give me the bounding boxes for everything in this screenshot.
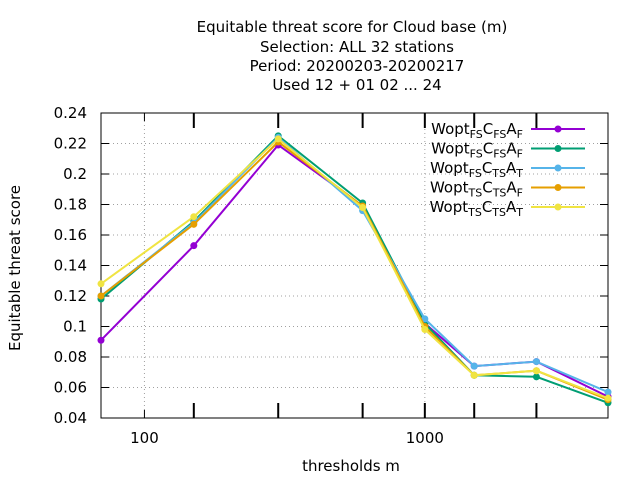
series-line bbox=[100, 137, 609, 400]
y-tick-label: 0.04 bbox=[54, 409, 87, 427]
legend-swatch-point bbox=[554, 164, 562, 172]
axis-ticks: 0.04 0.06 0.08 0.1 0.12 0.14 0.16 0.18 0.2 0.22 0.… bbox=[54, 104, 608, 447]
y-tick-label: 0.1 bbox=[63, 318, 87, 336]
data-point bbox=[532, 373, 540, 381]
data-point bbox=[97, 280, 105, 288]
data-point bbox=[604, 388, 612, 396]
legend-swatch-point bbox=[554, 125, 562, 133]
chart-title: Equitable threat score for Cloud base (m… bbox=[197, 18, 508, 94]
legend-swatch-point bbox=[554, 203, 562, 211]
legend-entry-3: WoptFSCTSAT bbox=[430, 159, 585, 180]
data-point bbox=[421, 315, 429, 323]
data-point bbox=[421, 326, 429, 334]
data-point bbox=[190, 213, 198, 221]
x-axis-label: thresholds m bbox=[302, 457, 400, 475]
y-tick-label: 0.2 bbox=[63, 165, 87, 183]
x-tick-label: 100 bbox=[130, 429, 159, 447]
data-point bbox=[532, 367, 540, 375]
legend-entry-1: WoptFSCFSAF bbox=[431, 120, 585, 141]
series-line bbox=[100, 136, 609, 394]
y-tick-label: 0.12 bbox=[54, 287, 87, 305]
title-line-4: Used 12 + 01 02 ... 24 bbox=[272, 76, 441, 94]
series-layer bbox=[97, 132, 612, 407]
x-tick-label: 1000 bbox=[406, 429, 444, 447]
data-point bbox=[190, 242, 198, 250]
legend-swatch-point bbox=[554, 145, 562, 152]
data-point bbox=[470, 371, 478, 379]
legend-label: WoptFSCFSAF bbox=[431, 120, 523, 141]
series-5 bbox=[97, 135, 612, 402]
data-point bbox=[604, 394, 612, 402]
series-line bbox=[100, 143, 609, 398]
y-tick-label: 0.06 bbox=[54, 379, 87, 397]
y-axis-label: Equitable threat score bbox=[6, 185, 24, 351]
data-point bbox=[190, 220, 198, 228]
legend-swatch-point bbox=[554, 184, 562, 191]
data-point bbox=[274, 135, 282, 143]
data-point bbox=[97, 292, 105, 300]
plot-border bbox=[100, 112, 609, 419]
legend-label: WoptTSCTSAT bbox=[430, 198, 524, 219]
title-line-3: Period: 20200203-20200217 bbox=[250, 57, 465, 75]
legend-entry-4: WoptTSCTSAF bbox=[430, 179, 585, 200]
y-tick-label: 0.08 bbox=[54, 348, 87, 366]
legend-label: WoptFSCTSAT bbox=[430, 159, 523, 180]
legend-label: WoptFSCFSAF bbox=[431, 140, 523, 161]
legend-label: WoptTSCTSAF bbox=[430, 179, 523, 200]
grid-lines bbox=[101, 113, 608, 418]
legend-entry-2: WoptFSCFSAF bbox=[431, 140, 585, 161]
title-line-1: Equitable threat score for Cloud base (m… bbox=[197, 18, 508, 36]
legend: WoptFSCFSAFWoptFSCFSAFWoptFSCTSATWoptTSC… bbox=[430, 120, 585, 219]
y-tick-label: 0.22 bbox=[54, 135, 87, 153]
legend-entry-5: WoptTSCTSAT bbox=[430, 198, 585, 219]
data-point bbox=[532, 358, 540, 366]
data-point bbox=[359, 204, 367, 212]
data-point bbox=[470, 362, 478, 370]
title-line-2: Selection: ALL 32 stations bbox=[260, 38, 454, 56]
series-2 bbox=[97, 132, 612, 407]
data-point bbox=[97, 336, 105, 344]
y-tick-label: 0.18 bbox=[54, 196, 87, 214]
y-tick-label: 0.16 bbox=[54, 226, 87, 244]
y-tick-label: 0.24 bbox=[54, 104, 87, 122]
y-tick-label: 0.14 bbox=[54, 257, 87, 275]
